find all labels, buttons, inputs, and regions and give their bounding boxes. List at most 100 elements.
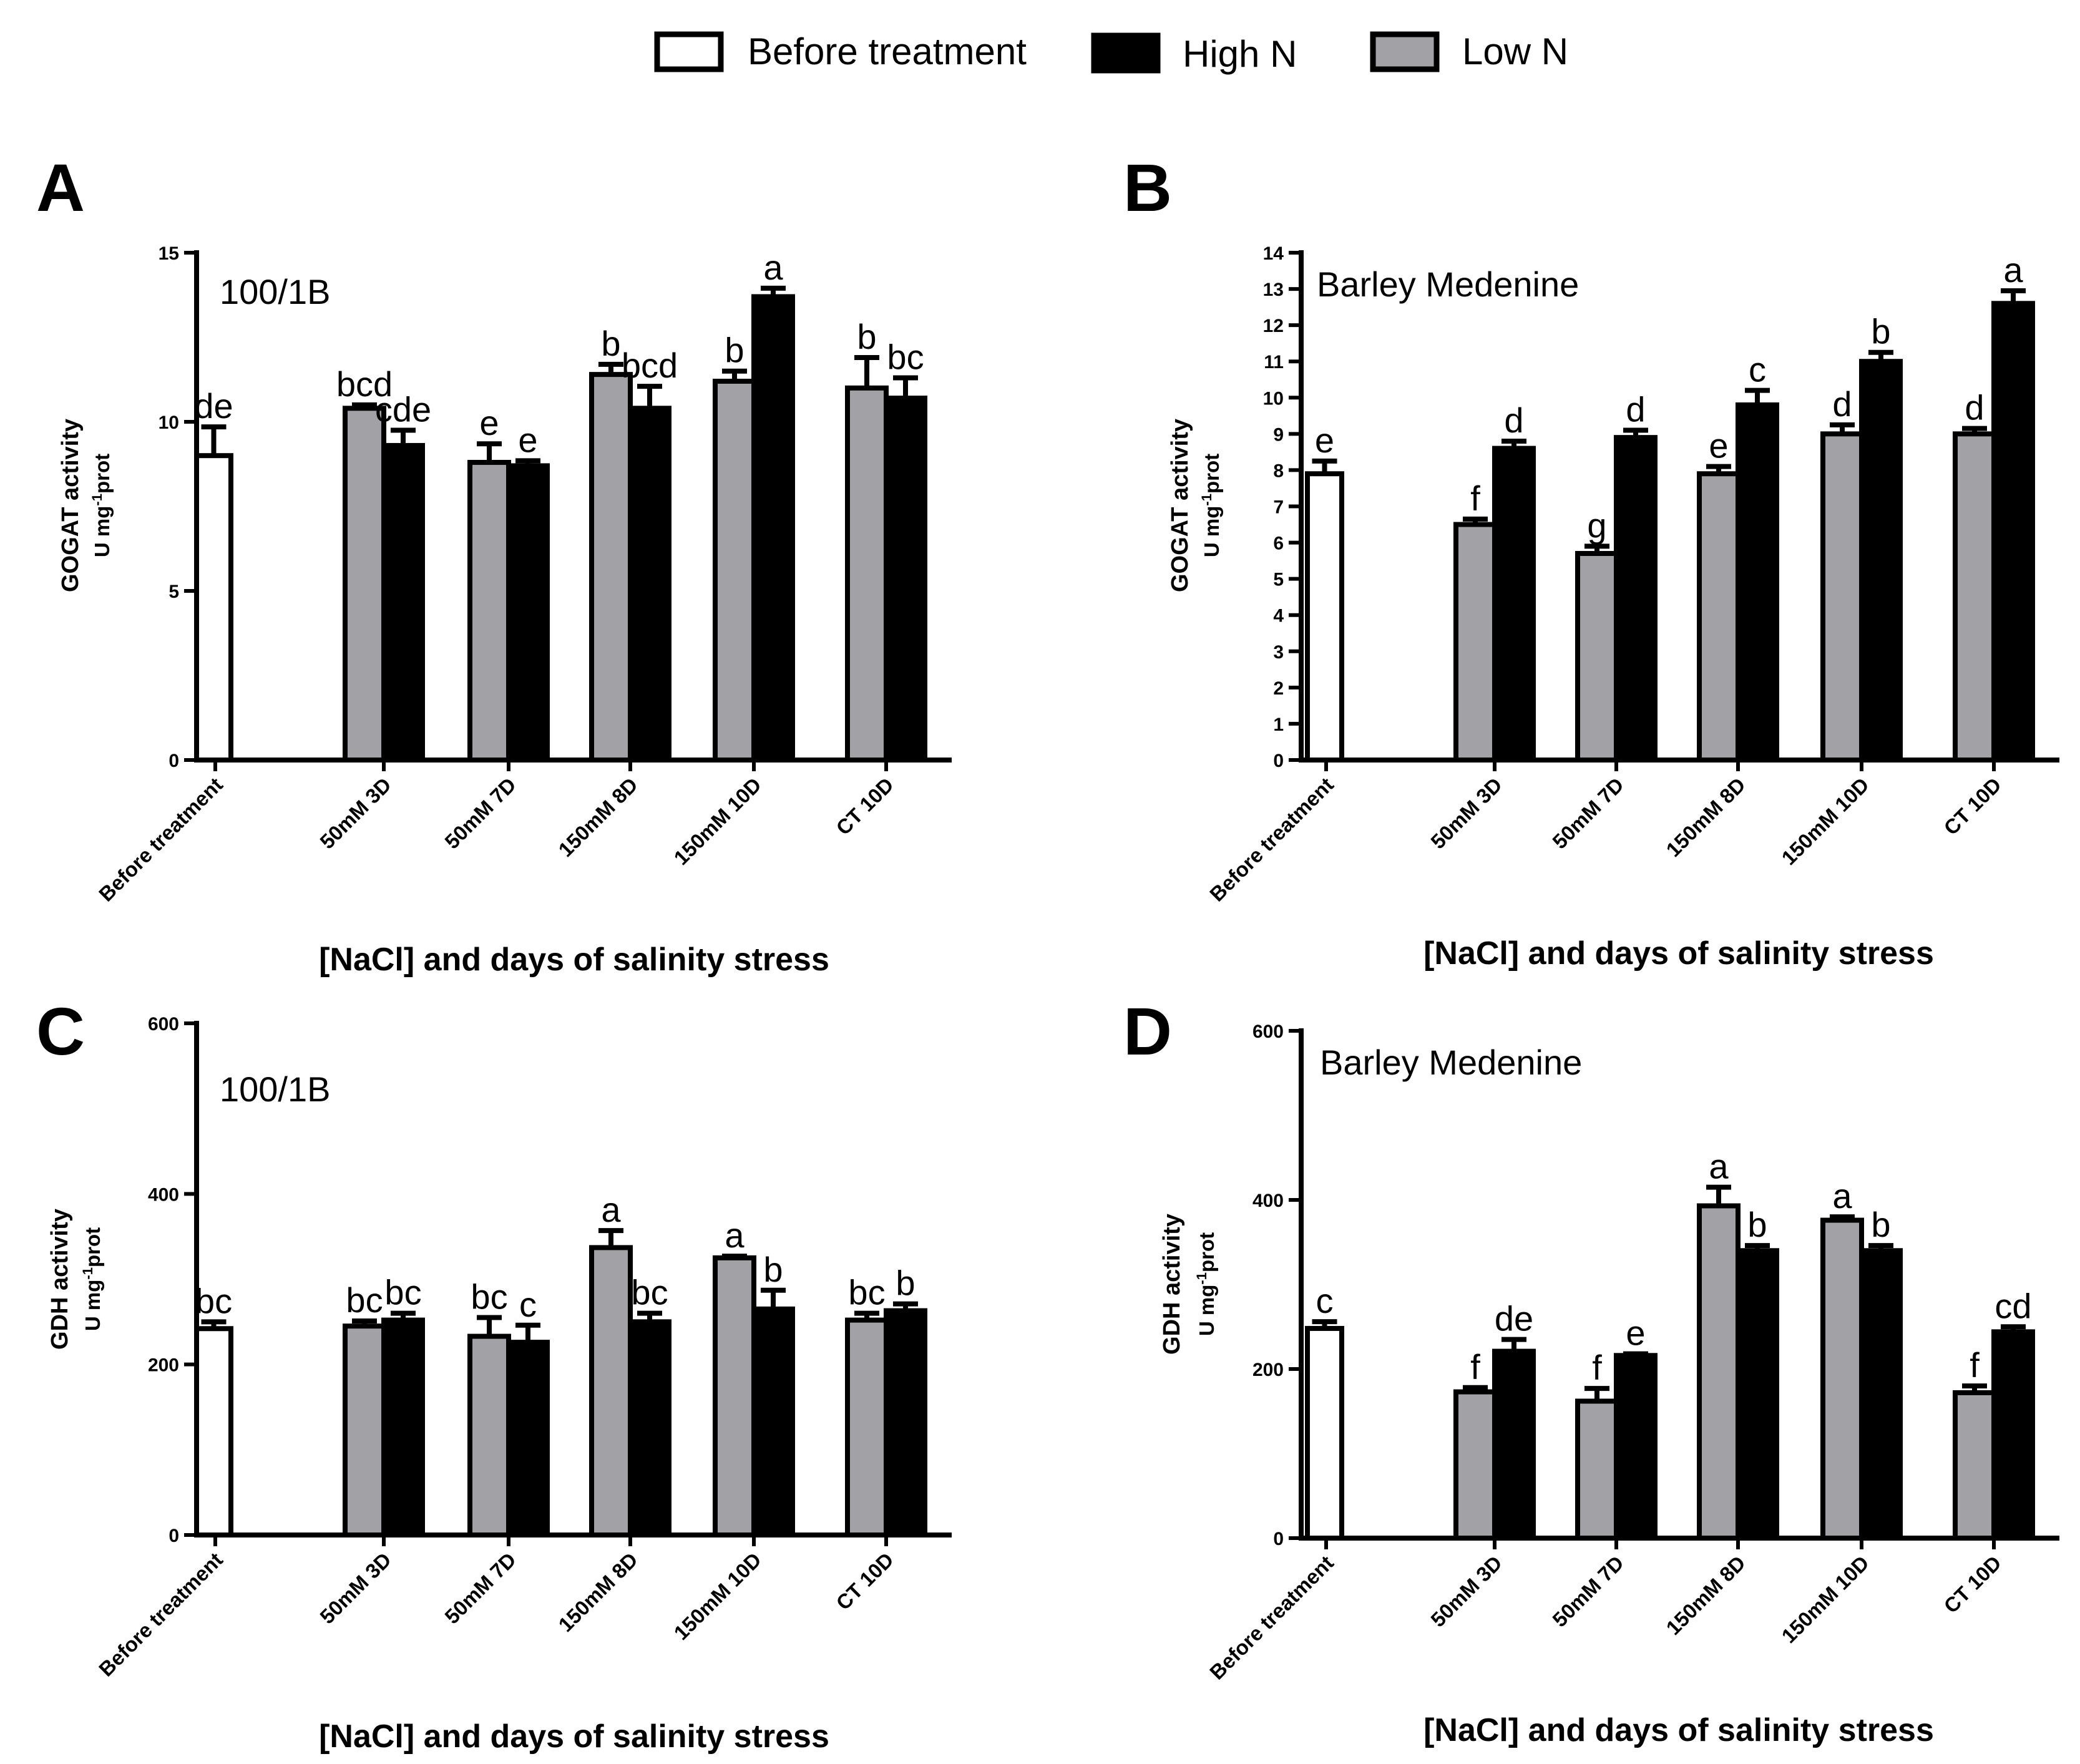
bar-high-n-50mm-7d [506, 463, 550, 763]
x-tick-label-150mm-10d: 150mM 10D [1777, 773, 1873, 870]
y-axis-unit: U mg-1prot [1194, 1232, 1218, 1336]
bar-high-n-150mm-10d [751, 1306, 795, 1537]
bar-low-n-50mm-3d [1453, 1389, 1497, 1541]
y-tick-label: 11 [1264, 352, 1284, 373]
x-axis-title: [NaCl] and days of salinity stress [1423, 935, 1934, 972]
significance-label-low-n-150mm-8d: b [601, 324, 620, 363]
bar-before-treatment-before-treatment [1305, 471, 1344, 763]
significance-label-high-n-50mm-3d: de [1495, 1299, 1533, 1338]
bar-low-n-150mm-8d [589, 372, 633, 763]
significance-label-high-n-50mm-3d: d [1504, 401, 1523, 440]
y-tick-label: 9 [1273, 424, 1284, 445]
panel-title: 100/1B [220, 1070, 331, 1109]
significance-label-high-n-150mm-8d: bcd [622, 346, 678, 385]
x-tick-label-150mm-10d: 150mM 10D [1777, 1551, 1873, 1648]
significance-label-high-n-50mm-3d: bc [384, 1273, 421, 1312]
bar-low-n-ct-10d [1953, 431, 1996, 763]
y-tick-label: 200 [1252, 1360, 1284, 1380]
bar-before-treatment-before-treatment [1305, 1325, 1344, 1541]
bar-high-n-150mm-10d [1859, 359, 1903, 763]
y-tick-label: 0 [168, 751, 179, 771]
x-axis-title: [NaCl] and days of salinity stress [319, 942, 829, 978]
bar-high-n-150mm-8d [1736, 402, 1779, 763]
x-tick-label-before-treatment: Before treatment [94, 1548, 227, 1681]
significance-label-high-n-150mm-10d: a [763, 248, 783, 287]
legend-swatch-before-treatment [654, 31, 724, 72]
y-tick-label: 4 [1273, 606, 1284, 626]
significance-label-low-n-50mm-7d: g [1587, 505, 1606, 545]
significance-label-before-treatment-before-treatment: e [1315, 421, 1334, 460]
significance-label-before-treatment-before-treatment: bc [195, 1281, 232, 1320]
legend-swatch-low-n [1370, 31, 1440, 72]
bar-low-n-150mm-8d [1697, 471, 1741, 763]
significance-label-high-n-50mm-3d: cde [375, 390, 431, 429]
significance-label-low-n-150mm-10d: b [725, 331, 744, 370]
panel-title: Barley Medenine [1320, 1043, 1582, 1082]
panel-d: D Barley Medeninecfdefeababfcd0200400600B… [1123, 993, 2059, 1748]
significance-label-low-n-150mm-8d: e [1709, 426, 1728, 465]
y-tick-label: 600 [1252, 1021, 1284, 1042]
y-tick-label: 0 [1273, 1529, 1284, 1549]
y-tick-label: 0 [1273, 751, 1284, 771]
significance-label-low-n-ct-10d: b [857, 317, 876, 356]
x-tick-label-150mm-8d: 150mM 8D [554, 773, 642, 862]
panel-letter: C [36, 993, 85, 1069]
bar-high-n-50mm-3d [1492, 1348, 1536, 1541]
legend-swatch-high-n [1091, 32, 1161, 74]
bar-high-n-150mm-8d [628, 1319, 671, 1537]
bar-low-n-ct-10d [845, 385, 889, 763]
significance-label-low-n-ct-10d: d [1965, 388, 1984, 427]
bar-high-n-50mm-3d [1492, 446, 1536, 763]
y-tick-label: 400 [1252, 1191, 1284, 1211]
significance-label-low-n-150mm-8d: a [601, 1190, 621, 1229]
bar-low-n-150mm-8d [589, 1245, 633, 1538]
x-tick-label-ct-10d: CT 10D [1939, 773, 2006, 840]
y-axis-title: GDH activity [47, 1209, 73, 1350]
significance-label-high-n-150mm-10d: b [1871, 312, 1890, 351]
bar-high-n-ct-10d [1991, 301, 2035, 763]
x-tick-label-50mm-7d: 50mM 7D [440, 1548, 520, 1629]
y-tick-label: 200 [148, 1355, 179, 1376]
y-tick-label: 10 [159, 412, 179, 433]
y-tick-label: 3 [1273, 642, 1284, 663]
significance-label-low-n-150mm-10d: a [725, 1216, 745, 1255]
y-axis-title: GOGAT activity [1167, 419, 1193, 592]
bar-high-n-50mm-3d [381, 442, 425, 763]
significance-label-low-n-50mm-3d: bcd [336, 364, 393, 404]
significance-label-low-n-150mm-8d: a [1709, 1147, 1729, 1186]
significance-label-high-n-ct-10d: a [2003, 250, 2023, 290]
bar-low-n-50mm-3d [1453, 522, 1497, 763]
bar-high-n-50mm-7d [1614, 1353, 1658, 1541]
x-tick-label-150mm-8d: 150mM 8D [1661, 1551, 1750, 1640]
significance-label-low-n-50mm-7d: e [479, 403, 499, 442]
x-tick-label-150mm-10d: 150mM 10D [669, 1548, 766, 1645]
bar-low-n-50mm-7d [1575, 1398, 1619, 1541]
bar-low-n-50mm-7d [467, 460, 511, 763]
significance-label-high-n-150mm-8d: b [1747, 1205, 1767, 1244]
y-tick-label: 6 [1273, 534, 1284, 554]
bar-low-n-50mm-7d [1575, 550, 1619, 763]
significance-label-high-n-50mm-7d: e [518, 420, 537, 459]
significance-label-before-treatment-before-treatment: de [194, 386, 233, 426]
x-tick-label-150mm-8d: 150mM 8D [1661, 773, 1750, 862]
bar-low-n-ct-10d [845, 1317, 889, 1538]
y-tick-label: 13 [1263, 280, 1284, 300]
x-tick-label-ct-10d: CT 10D [1939, 1551, 2006, 1618]
x-tick-label-50mm-7d: 50mM 7D [440, 773, 520, 854]
x-tick-label-50mm-7d: 50mM 7D [1548, 773, 1628, 854]
significance-label-low-n-50mm-7d: f [1592, 1348, 1602, 1387]
bar-low-n-50mm-3d [343, 1323, 386, 1538]
bar-high-n-50mm-7d [1614, 435, 1658, 763]
significance-label-low-n-50mm-3d: f [1470, 1347, 1480, 1386]
bar-high-n-ct-10d [1991, 1329, 2035, 1541]
significance-label-high-n-ct-10d: bc [887, 338, 924, 377]
x-tick-label-before-treatment: Before treatment [94, 773, 227, 906]
y-tick-label: 10 [1263, 388, 1284, 409]
y-tick-label: 7 [1273, 497, 1284, 518]
bar-low-n-150mm-10d [1820, 431, 1864, 763]
